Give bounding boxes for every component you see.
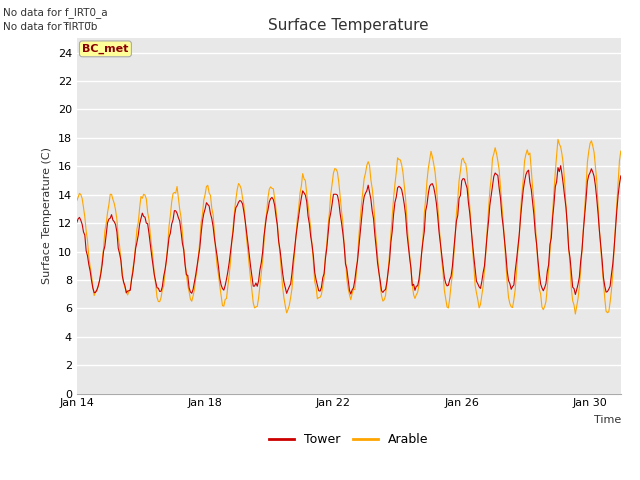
Y-axis label: Surface Temperature (C): Surface Temperature (C) [42, 147, 52, 285]
Text: Time: Time [593, 415, 621, 425]
Text: No data for f̅IRT0̅b: No data for f̅IRT0̅b [3, 22, 97, 32]
Text: No data for f_IRT0_a: No data for f_IRT0_a [3, 7, 108, 18]
Text: BC_met: BC_met [82, 44, 129, 54]
Legend: Tower, Arable: Tower, Arable [264, 428, 433, 451]
Title: Surface Temperature: Surface Temperature [269, 18, 429, 33]
